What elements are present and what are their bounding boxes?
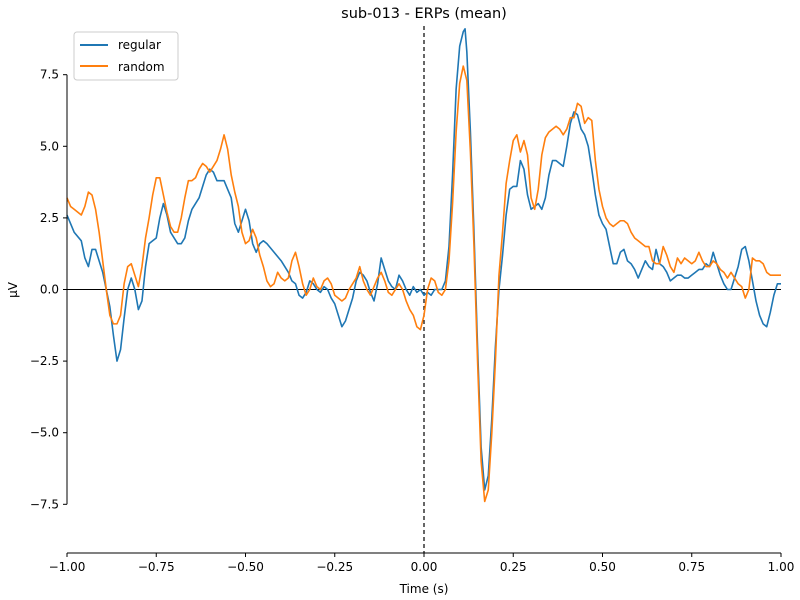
- x-tick-label: 1.00: [768, 560, 795, 574]
- y-tick-label: 5.0: [40, 139, 59, 153]
- chart-title: sub-013 - ERPs (mean): [341, 6, 507, 22]
- y-axis-label: µV: [6, 281, 20, 298]
- y-tick-label: −7.5: [30, 497, 59, 511]
- y-tick-label: 0.0: [40, 283, 59, 297]
- x-axis: −1.00 −0.75 −0.50 −0.25 0.00 0.25 0.50 0.75 1.00: [49, 552, 795, 574]
- y-axis: −7.5 −5.0 −2.5 0.0 2.5 5.0 7.5: [30, 68, 68, 511]
- x-tick-label: 0.75: [678, 560, 705, 574]
- legend: regular random: [73, 31, 179, 81]
- x-tick-label: 0.25: [500, 560, 527, 574]
- y-tick-label: −2.5: [30, 354, 59, 368]
- series-layer: [66, 28, 781, 503]
- legend-label-random: random: [118, 60, 165, 74]
- x-tick-label: −0.50: [227, 560, 264, 574]
- x-tick-label: 0.00: [411, 560, 438, 574]
- y-tick-label: −5.0: [30, 426, 59, 440]
- series-line-regular: [66, 28, 781, 491]
- x-axis-label: Time (s): [399, 582, 449, 596]
- legend-label-regular: regular: [118, 38, 161, 52]
- x-tick-label: 0.50: [589, 560, 616, 574]
- x-tick-label: −0.75: [138, 560, 175, 574]
- y-tick-label: 7.5: [40, 68, 59, 82]
- series-line-random: [66, 65, 781, 503]
- plot-area: [66, 26, 781, 553]
- x-tick-label: −1.00: [49, 560, 86, 574]
- x-tick-label: −0.25: [316, 560, 353, 574]
- y-tick-label: 2.5: [40, 211, 59, 225]
